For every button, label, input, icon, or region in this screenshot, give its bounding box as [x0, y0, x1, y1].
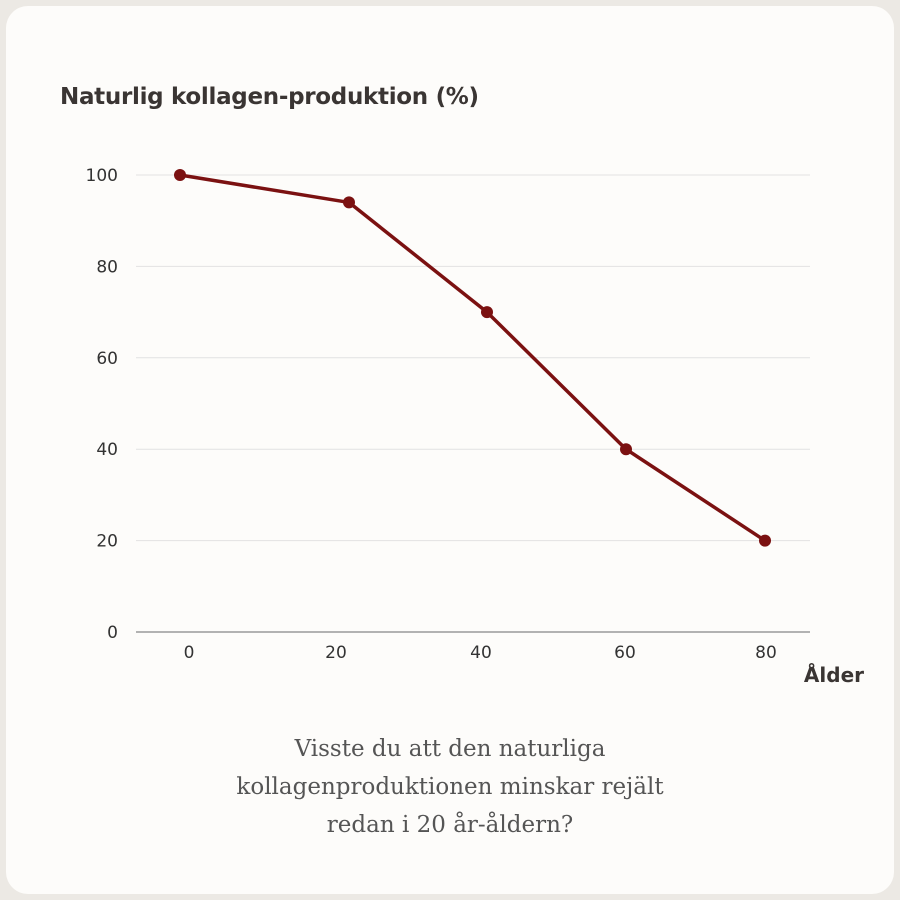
y-tick-label: 0 [107, 623, 118, 643]
y-tick-labels: 0 20 40 60 80 100 [86, 166, 118, 643]
x-tick-label: 20 [325, 643, 347, 663]
data-point [481, 306, 493, 319]
x-tick-label: 0 [184, 643, 195, 663]
data-point [620, 443, 632, 456]
y-tick-label: 60 [96, 349, 118, 369]
caption-line: kollagenproduktionen minskar rejält [236, 774, 664, 800]
x-tick-labels: 0 20 40 60 80 [184, 643, 777, 663]
data-point [343, 196, 355, 209]
x-tick-label: 80 [755, 643, 777, 663]
y-tick-label: 100 [86, 166, 118, 186]
chart-title: Naturlig kollagen-produktion (%) [60, 84, 479, 110]
data-point [759, 534, 771, 547]
card [6, 6, 894, 894]
caption-line: Visste du att den naturliga [294, 736, 606, 762]
caption: Visste du att den naturliga kollagenprod… [0, 730, 900, 844]
y-tick-label: 40 [96, 440, 118, 460]
y-tick-label: 80 [96, 257, 118, 277]
grid-lines [136, 174, 810, 542]
x-tick-label: 40 [470, 643, 492, 663]
x-tick-label: 60 [614, 643, 636, 663]
y-tick-label: 20 [96, 532, 118, 552]
caption-line: redan i 20 år-åldern? [326, 812, 574, 838]
x-axis-label: Ålder [804, 663, 864, 687]
data-points [174, 169, 771, 547]
data-point [174, 169, 186, 181]
